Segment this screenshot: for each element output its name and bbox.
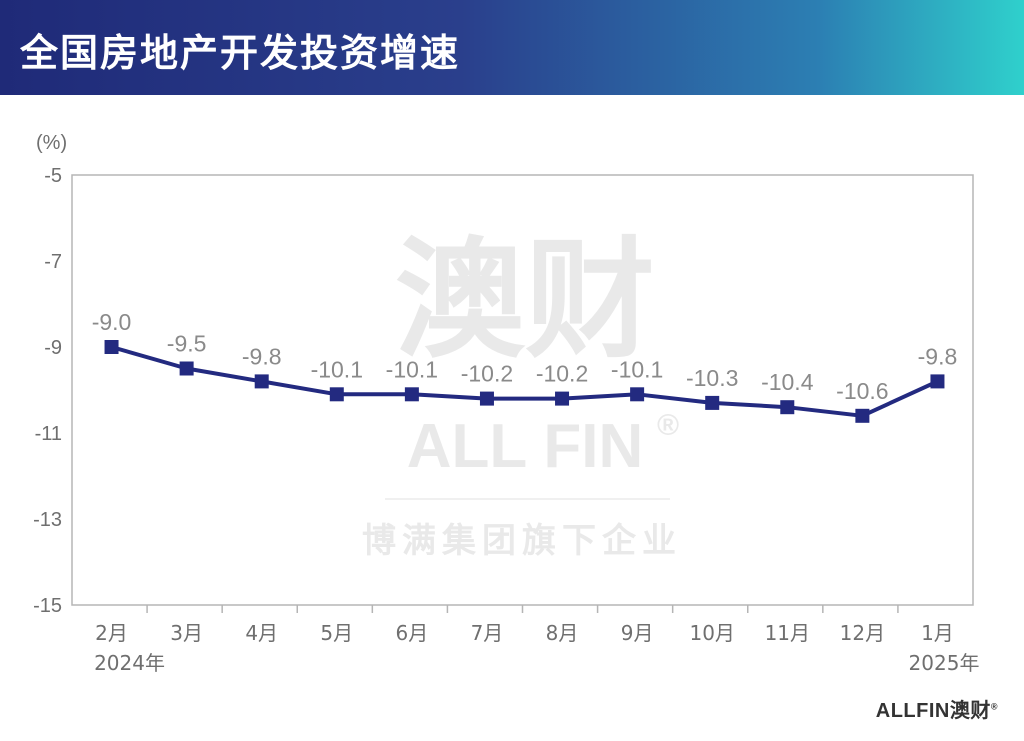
data-point-marker: [630, 387, 645, 402]
data-label: -9.0: [92, 309, 132, 335]
data-point-marker: [254, 374, 269, 389]
x-tick-label: 10月: [689, 621, 734, 645]
watermark-brand: ALL FIN: [407, 412, 644, 481]
x-tick-label: 7月: [471, 621, 504, 645]
data-label: -10.6: [836, 378, 888, 404]
y-tick-label: -5: [44, 165, 62, 187]
watermark-reg: ®: [657, 409, 679, 442]
data-point-marker: [705, 395, 720, 410]
data-label: -9.8: [918, 343, 958, 369]
data-label: -10.4: [761, 369, 814, 395]
y-tick-label: -13: [33, 509, 62, 531]
logo-text: ALLFIN澳财: [875, 700, 991, 722]
data-label: -10.1: [611, 356, 663, 382]
brand-logo: ALLFIN澳财®: [876, 694, 998, 723]
data-point-marker: [404, 387, 419, 402]
watermark: 澳财 ALL FIN ® 博满集团旗下企业: [362, 224, 682, 561]
x-tick-label: 2月: [95, 621, 128, 645]
data-label: -9.8: [242, 343, 282, 369]
data-point-marker: [479, 391, 494, 406]
data-label: -10.2: [536, 361, 588, 387]
y-tick-label: -11: [35, 423, 62, 445]
data-point-marker: [104, 340, 119, 354]
x-axis: 2月 3月 4月 5月 6月 7月 8月 9月 10月 11月 12月 1月 2024年 2025年: [94, 605, 979, 675]
x-tick-label: 8月: [546, 621, 579, 645]
x-year-label: 2024年: [94, 651, 165, 675]
x-tick-label: 11月: [765, 621, 810, 645]
line-chart: 澳财 ALL FIN ® 博满集团旗下企业 (%) -5 -7 -9 -11 -13 -1…: [33, 132, 979, 675]
x-tick-label: 6月: [396, 621, 429, 645]
series-group: [104, 340, 945, 423]
data-point-marker: [329, 387, 344, 402]
series-line: [110, 345, 939, 418]
chart-title: 全国房地产开发投资增速: [20, 31, 461, 75]
data-label: -9.5: [167, 331, 207, 357]
logo-reg: ®: [990, 701, 998, 712]
y-unit-label: (%): [36, 132, 67, 154]
x-tick-label: 4月: [245, 621, 278, 645]
y-tick-label: -7: [44, 251, 62, 273]
data-point-marker: [930, 374, 945, 389]
header-banner: 全国房地产开发投资增速: [0, 0, 1024, 95]
watermark-main: 澳财: [395, 224, 655, 376]
x-tick-label: 9月: [621, 621, 654, 645]
data-label: -10.2: [461, 361, 513, 387]
data-labels: -9.0 -9.5 -9.8 -10.1 -10.1 -10.2 -10.2 -10.1 -10…: [92, 309, 958, 404]
y-axis: -5 -7 -9 -11 -13 -15: [33, 165, 62, 617]
data-label: -10.1: [386, 356, 438, 382]
data-label: -10.1: [311, 356, 363, 382]
data-point-marker: [179, 361, 194, 376]
data-point-marker: [855, 408, 870, 423]
y-tick-label: -9: [44, 337, 62, 359]
x-tick-label: 3月: [170, 621, 203, 645]
x-year-label: 2025年: [909, 651, 980, 675]
data-point-marker: [555, 391, 570, 406]
x-tick-label: 1月: [921, 621, 954, 645]
y-tick-label: -15: [33, 595, 62, 617]
x-tick-label: 12月: [840, 621, 885, 645]
x-tick-label: 5月: [320, 621, 353, 645]
data-point-marker: [780, 400, 795, 415]
watermark-tagline: 博满集团旗下企业: [362, 521, 682, 561]
data-label: -10.3: [686, 365, 738, 391]
